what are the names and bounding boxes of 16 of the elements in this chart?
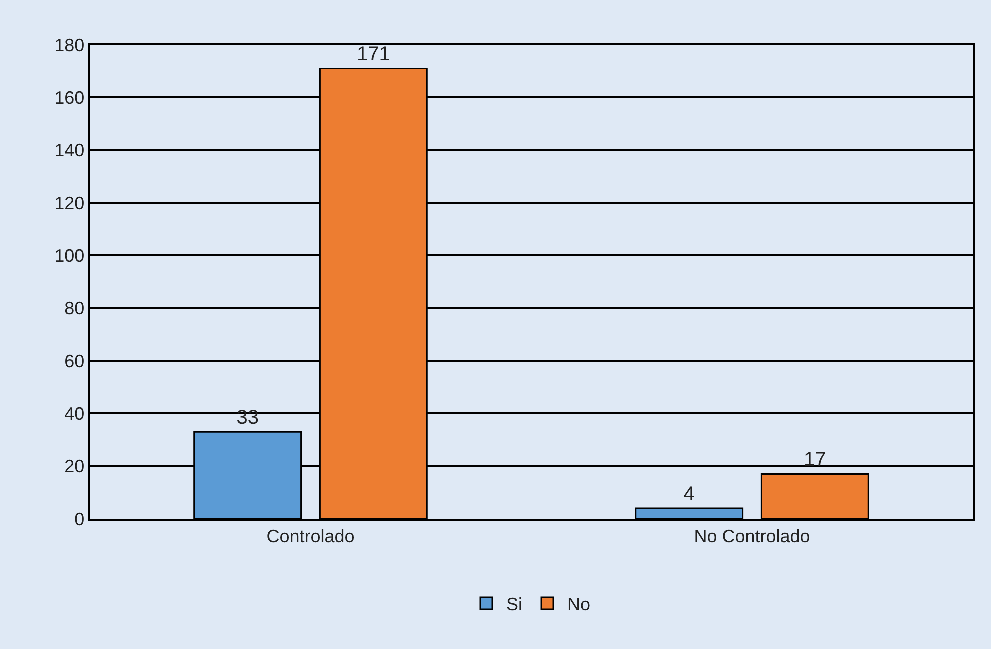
y-tick-label: 20 — [64, 456, 85, 477]
legend-label: Si — [506, 594, 523, 615]
y-tick-label: 140 — [54, 140, 85, 161]
y-tick-label: 180 — [54, 35, 85, 56]
y-tick-label: 160 — [54, 88, 85, 108]
x-tick-label: No Controlado — [694, 526, 810, 546]
y-tick-label: 120 — [54, 193, 85, 214]
y-tick-label: 80 — [64, 298, 85, 319]
y-tick-label: 40 — [64, 404, 85, 424]
x-tick-label: Controlado — [266, 526, 355, 546]
y-tick-label: 100 — [54, 246, 85, 266]
y-tick-label: 0 — [74, 509, 85, 530]
data-label: 4 — [684, 483, 695, 506]
data-label: 171 — [356, 44, 390, 66]
y-tick-label: 60 — [64, 351, 85, 372]
legend-label: No — [568, 594, 591, 615]
